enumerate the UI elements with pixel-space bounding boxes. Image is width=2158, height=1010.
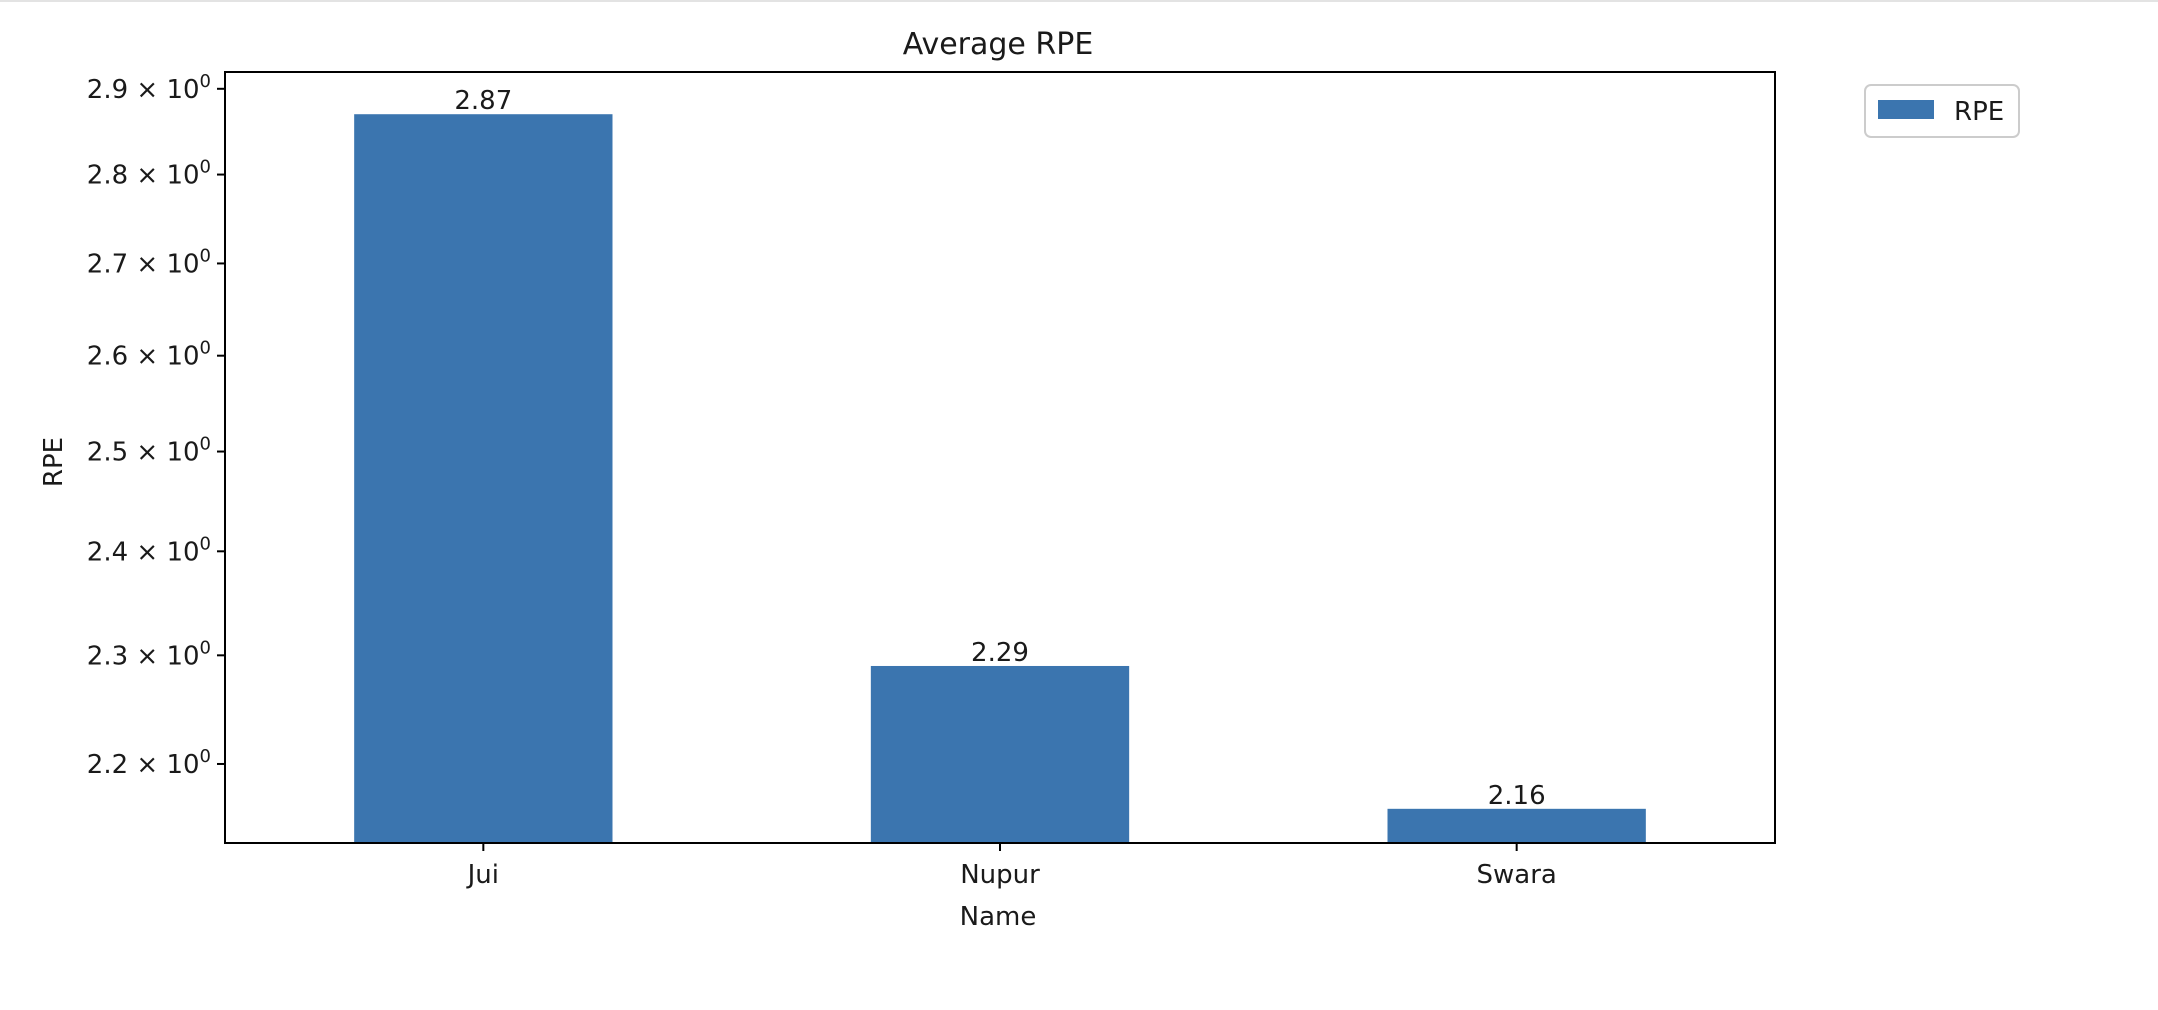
y-tick-label: 2.2 × 100 bbox=[87, 746, 211, 780]
y-tick-label: 2.7 × 100 bbox=[87, 245, 211, 279]
bar-value-label: 2.16 bbox=[1488, 781, 1546, 811]
legend-box bbox=[1864, 84, 2020, 138]
bar-labels-group: 2.87 2.29 2.16 bbox=[454, 86, 1545, 811]
x-axis: Jui Nupur Swara bbox=[466, 843, 1557, 890]
bar-value-label: 2.29 bbox=[971, 638, 1029, 668]
y-tick-label: 2.6 × 100 bbox=[87, 338, 211, 372]
legend-label: RPE bbox=[1954, 97, 2004, 127]
legend-swatch bbox=[1878, 100, 1934, 119]
y-tick-label: 2.5 × 100 bbox=[87, 434, 211, 468]
chart-title: Average RPE bbox=[903, 27, 1094, 62]
x-tick-label: Nupur bbox=[960, 860, 1040, 890]
y-tick-label: 2.4 × 100 bbox=[87, 533, 211, 567]
y-tick-label: 2.3 × 100 bbox=[87, 637, 211, 671]
bar-jui bbox=[354, 114, 613, 843]
y-tick-label: 2.8 × 100 bbox=[87, 157, 211, 191]
legend: RPE bbox=[1864, 84, 2020, 138]
bar-value-label: 2.87 bbox=[454, 86, 512, 116]
bar-swara bbox=[1387, 808, 1646, 843]
y-tick-label: 2.9 × 100 bbox=[87, 71, 211, 105]
x-axis-label: Name bbox=[960, 902, 1037, 932]
y-axis: 2.2 × 100 2.3 × 100 2.4 × 100 2.5 × 100 2.6 … bbox=[87, 71, 225, 780]
bars-group bbox=[354, 114, 1646, 843]
x-tick-label: Jui bbox=[466, 860, 499, 890]
x-tick-label: Swara bbox=[1477, 860, 1557, 890]
top-divider bbox=[0, 0, 2158, 2]
y-axis-label: RPE bbox=[39, 437, 69, 487]
bar-nupur bbox=[870, 665, 1130, 843]
